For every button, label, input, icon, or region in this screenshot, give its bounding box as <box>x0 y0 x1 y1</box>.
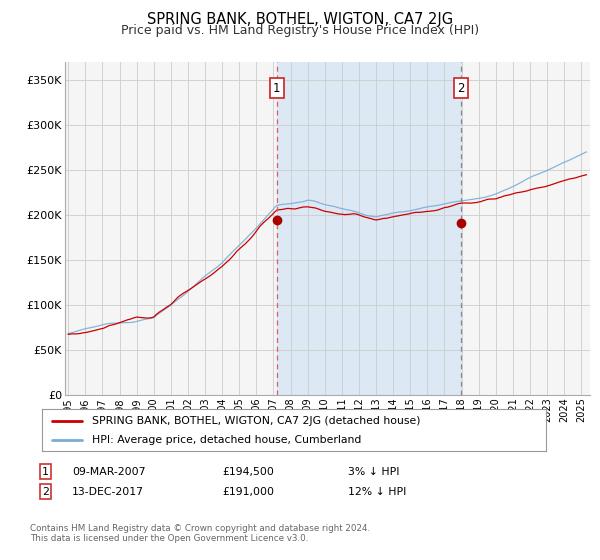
Text: 13-DEC-2017: 13-DEC-2017 <box>72 487 144 497</box>
Text: 1: 1 <box>273 82 280 95</box>
Text: £194,500: £194,500 <box>222 466 274 477</box>
Text: Contains HM Land Registry data © Crown copyright and database right 2024.: Contains HM Land Registry data © Crown c… <box>30 524 370 533</box>
Text: 3% ↓ HPI: 3% ↓ HPI <box>348 466 400 477</box>
Text: Price paid vs. HM Land Registry's House Price Index (HPI): Price paid vs. HM Land Registry's House … <box>121 24 479 37</box>
Text: 12% ↓ HPI: 12% ↓ HPI <box>348 487 406 497</box>
Text: SPRING BANK, BOTHEL, WIGTON, CA7 2JG (detached house): SPRING BANK, BOTHEL, WIGTON, CA7 2JG (de… <box>92 416 421 426</box>
Text: This data is licensed under the Open Government Licence v3.0.: This data is licensed under the Open Gov… <box>30 534 308 543</box>
Text: HPI: Average price, detached house, Cumberland: HPI: Average price, detached house, Cumb… <box>92 435 362 445</box>
Text: SPRING BANK, BOTHEL, WIGTON, CA7 2JG: SPRING BANK, BOTHEL, WIGTON, CA7 2JG <box>147 12 453 27</box>
Text: 1: 1 <box>42 466 49 477</box>
Text: £191,000: £191,000 <box>222 487 274 497</box>
Text: 2: 2 <box>457 82 464 95</box>
Text: 2: 2 <box>42 487 49 497</box>
Text: 09-MAR-2007: 09-MAR-2007 <box>72 466 146 477</box>
Bar <box>277 62 461 395</box>
